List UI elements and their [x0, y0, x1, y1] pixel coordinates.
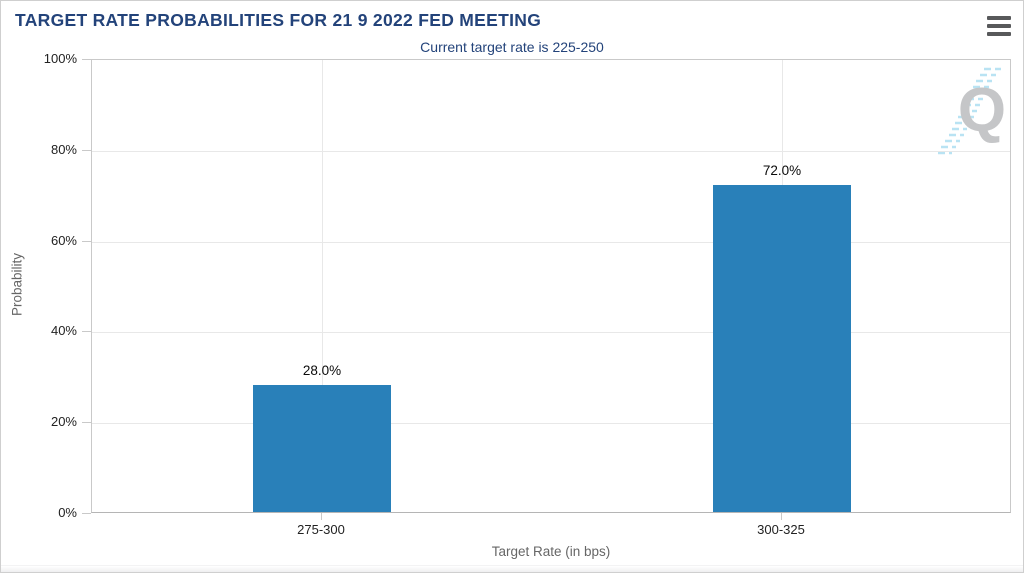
x-tick [781, 513, 782, 520]
y-tick [82, 150, 91, 151]
chart-subtitle: Current target rate is 225-250 [420, 39, 604, 55]
y-tick-label: 40% [50, 323, 77, 338]
y-tick-label: 20% [50, 414, 77, 429]
page-title: TARGET RATE PROBABILITIES FOR 21 9 2022 … [15, 10, 542, 30]
plot-area: Q 28.0% 72.0% [91, 59, 1011, 513]
bar-275-300[interactable] [253, 384, 391, 512]
y-tick-label: 80% [50, 142, 77, 157]
x-category-label: 300-325 [757, 522, 805, 537]
y-axis-title: Probability [9, 252, 25, 317]
bar-value-label: 72.0% [762, 163, 802, 179]
gridline-80 [92, 151, 1010, 152]
y-tick [82, 241, 91, 242]
y-tick-label: 60% [50, 233, 77, 248]
watermark-letter: Q [958, 76, 1006, 145]
bottom-edge-strip [1, 565, 1023, 572]
gridline-20 [92, 423, 1010, 424]
y-tick [82, 422, 91, 423]
y-tick [82, 59, 91, 60]
y-tick [82, 513, 91, 514]
x-axis-title: Target Rate (in bps) [491, 544, 611, 559]
hamburger-menu-icon[interactable] [987, 16, 1013, 36]
gridline-60 [92, 242, 1010, 243]
bar-300-325[interactable] [713, 185, 851, 512]
y-tick-label: 0% [58, 505, 77, 520]
q-logo-watermark: Q [938, 67, 1006, 155]
y-tick [82, 331, 91, 332]
bar-value-label: 28.0% [302, 362, 342, 378]
x-category-label: 275-300 [297, 522, 345, 537]
gridline-40 [92, 332, 1010, 333]
gridline-category-1 [322, 60, 323, 512]
x-tick [321, 513, 322, 520]
y-tick-label: 100% [43, 51, 77, 66]
